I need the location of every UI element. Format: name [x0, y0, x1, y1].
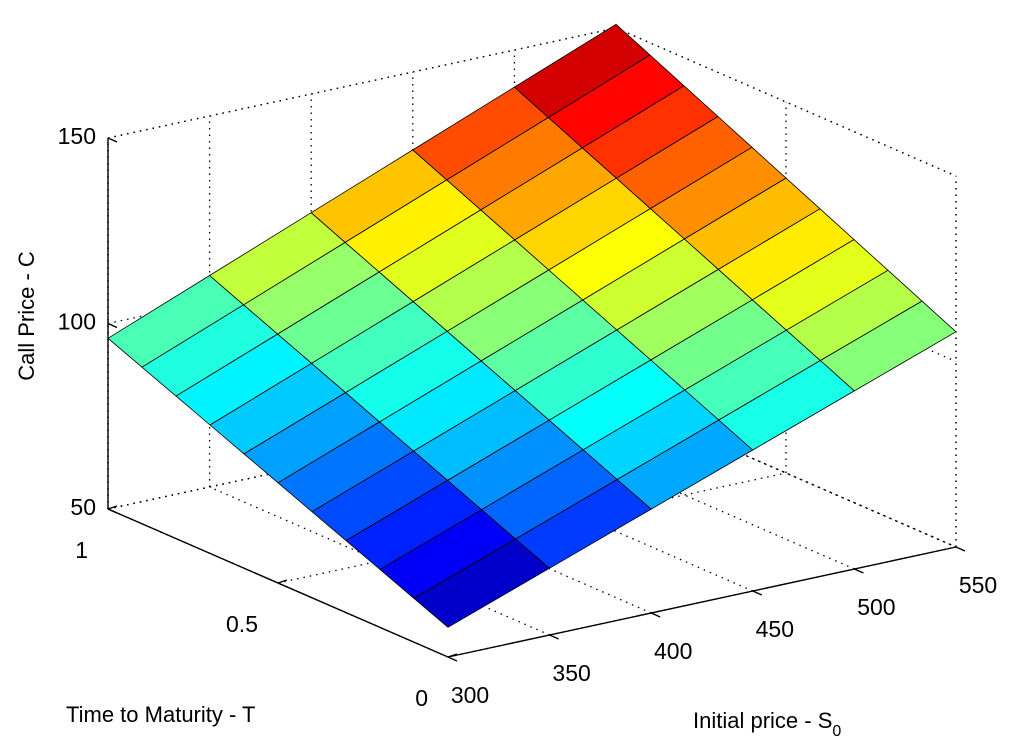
z-axis-label: Call Price - C [14, 251, 39, 381]
z-tick-mark [107, 508, 118, 514]
x-tick-mark [955, 546, 966, 552]
z-tick-label: 100 [58, 309, 96, 335]
x-tick-mark [752, 590, 763, 596]
x-axis-label: Initial price - S0 [693, 708, 841, 740]
x-tick-mark [854, 568, 864, 574]
x-tick-label: 400 [654, 638, 692, 664]
z-tick-label: 150 [58, 123, 96, 149]
z-tick-label: 50 [70, 494, 96, 520]
y-tick-mark [107, 505, 118, 510]
y-tick-mark [277, 579, 288, 584]
x-tick-label: 500 [857, 594, 895, 620]
surface-layer [107, 23, 957, 628]
y-tick-label: 1 [75, 537, 88, 563]
y-axis-label: Time to Maturity - T [66, 702, 255, 727]
x-tick-label: 450 [756, 616, 794, 642]
y-tick-mark [447, 653, 458, 658]
x-tick-label: 550 [959, 572, 997, 598]
x-tick-label: 350 [552, 660, 590, 686]
surface-patch [820, 300, 957, 392]
x-tick-mark [650, 612, 661, 618]
x-axis-label-subscript: 0 [832, 723, 841, 740]
y-tick-label: 0 [415, 685, 428, 711]
y-tick-label: 0.5 [226, 611, 258, 637]
x-axis-label-main: Initial price - S [693, 708, 832, 733]
x-axis-line [447, 546, 957, 658]
z-tick-mark [107, 322, 118, 329]
x-tick-mark [447, 656, 458, 662]
z-tick-mark [107, 137, 118, 143]
x-tick-label: 300 [451, 682, 489, 708]
x-tick-mark [549, 634, 559, 640]
